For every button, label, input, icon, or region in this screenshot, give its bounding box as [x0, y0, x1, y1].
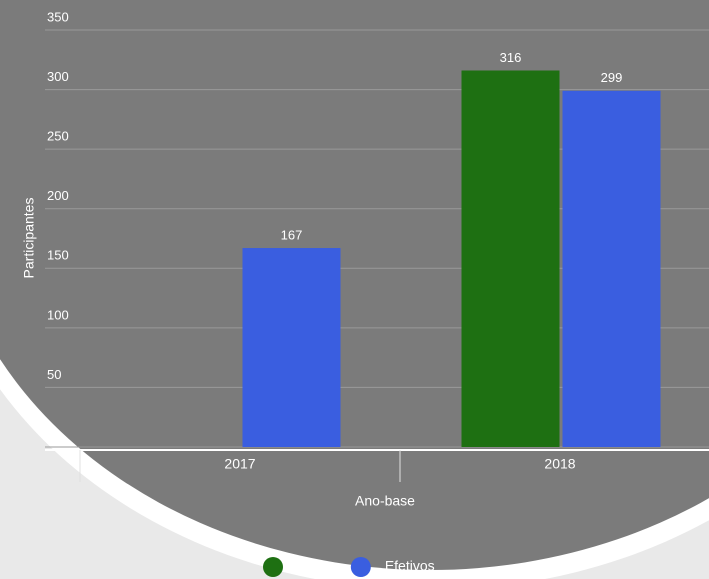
y-tick-label: 200: [47, 188, 69, 203]
y-tick-label: 350: [47, 9, 69, 24]
value-label: 299: [601, 70, 623, 85]
value-label: 316: [500, 50, 522, 65]
y-tick-label: 50: [47, 367, 61, 382]
bar: [562, 90, 661, 448]
x-tick-label: 2018: [544, 456, 575, 472]
x-axis-label: Ano-base: [355, 493, 415, 509]
x-tick-label: 2017: [224, 456, 255, 472]
legend-marker[interactable]: [263, 557, 283, 577]
y-tick-label: 100: [47, 307, 69, 322]
y-tick-label: 150: [47, 248, 69, 263]
legend-label: Aptos: [297, 558, 333, 574]
y-tick-label: 250: [47, 129, 69, 144]
legend-marker[interactable]: [350, 557, 371, 577]
bar: [461, 70, 560, 447]
value-label: 167: [281, 227, 303, 242]
y-tick-label: 300: [47, 69, 69, 84]
legend-label: Efetivos: [385, 558, 435, 574]
y-axis-label: Participantes: [21, 198, 37, 279]
y-tick-label: 0: [47, 426, 54, 441]
bar: [242, 248, 341, 447]
